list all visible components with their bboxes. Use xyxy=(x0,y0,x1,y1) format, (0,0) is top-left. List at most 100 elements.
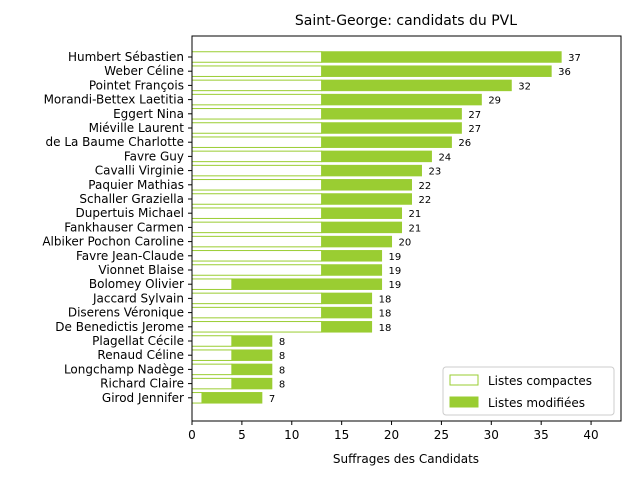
bar-compactes xyxy=(191,93,323,106)
bar-value-label: 8 xyxy=(279,365,285,376)
bar-modifiees xyxy=(321,179,412,191)
bar-value-label: 22 xyxy=(418,181,431,192)
bar-compactes xyxy=(191,377,233,390)
y-tick-label: Cavalli Virginie xyxy=(95,164,184,178)
chart-title: Saint-George: candidats du PVL xyxy=(295,13,517,29)
y-tick-label: de La Baume Charlotte xyxy=(46,135,185,149)
bar-compactes xyxy=(191,292,323,305)
bar-value-label: 19 xyxy=(389,280,402,291)
y-tick-label: Favre Jean-Claude xyxy=(76,249,184,263)
bar-value-label: 19 xyxy=(389,266,402,277)
bar-modifiees xyxy=(321,207,403,219)
x-axis-ticks: 0 5 10 15 20 25 30 35 40 xyxy=(188,421,599,442)
y-tick-label: Renaud Céline xyxy=(97,348,184,362)
bar-value-label: 8 xyxy=(279,337,285,348)
bar-compactes xyxy=(191,150,323,163)
bar-value-label: 37 xyxy=(568,53,581,64)
legend-swatch-compactes xyxy=(449,374,479,386)
bar-value-label: 24 xyxy=(438,152,451,163)
bar-compactes xyxy=(191,235,323,248)
bar-compactes xyxy=(191,193,323,205)
bar-compactes xyxy=(191,264,323,276)
y-tick-label: Weber Céline xyxy=(104,64,184,78)
x-tick-label: 30 xyxy=(484,428,499,442)
y-tick-label: Longchamp Nadège xyxy=(64,362,184,376)
y-tick-label: De Benedictis Jerome xyxy=(55,320,184,334)
bar-modifiees xyxy=(321,108,462,120)
bar-value-label: 27 xyxy=(468,124,481,135)
bar-compactes xyxy=(191,278,233,290)
bar-value-label: 21 xyxy=(409,223,422,234)
legend: Listes compactes Listes modifiées xyxy=(442,366,615,416)
bar-value-label: 23 xyxy=(428,167,441,178)
bar-value-label: 8 xyxy=(279,380,285,391)
bar-value-label: 18 xyxy=(379,309,392,320)
y-tick-label: Albiker Pochon Caroline xyxy=(42,235,184,249)
bar-value-label: 8 xyxy=(279,351,285,362)
y-tick-label: Jaccard Sylvain xyxy=(92,291,184,305)
bar-compactes xyxy=(191,136,323,148)
y-tick-label: Schaller Graziella xyxy=(79,192,184,206)
x-tick-label: 35 xyxy=(534,428,549,442)
bar-modifiees xyxy=(321,250,383,262)
y-tick-label: Eggert Nina xyxy=(113,107,184,121)
bar-modifiees xyxy=(321,264,383,276)
bar-modifiees xyxy=(321,51,562,63)
x-tick-label: 0 xyxy=(188,428,196,442)
y-tick-label: Miéville Laurent xyxy=(89,121,185,135)
legend-swatch-modifiees xyxy=(449,396,479,408)
bar-value-label: 26 xyxy=(458,138,471,149)
bar-compactes xyxy=(191,221,323,234)
bar-modifiees xyxy=(231,349,273,361)
bar-compactes xyxy=(191,306,323,319)
bar-value-label: 22 xyxy=(418,195,431,206)
bar-modifiees xyxy=(321,193,412,205)
bar-compactes xyxy=(191,164,323,177)
bar-compactes xyxy=(191,207,323,219)
x-tick-label: 25 xyxy=(434,428,449,442)
bar-compactes xyxy=(191,51,323,63)
x-tick-label: 20 xyxy=(384,428,399,442)
bars-layer xyxy=(191,51,562,404)
bar-value-label: 27 xyxy=(468,110,481,121)
y-tick-label: Pointet François xyxy=(89,78,184,92)
y-tick-label: Fankhauser Carmen xyxy=(64,220,184,234)
bar-modifiees xyxy=(321,122,462,134)
y-tick-label: Dupertuis Michael xyxy=(76,206,184,220)
y-tick-label: Favre Guy xyxy=(124,149,184,163)
x-tick-label: 40 xyxy=(583,428,598,442)
y-tick-label: Bolomey Olivier xyxy=(89,277,184,291)
y-tick-label: Diserens Véronique xyxy=(68,306,184,320)
value-labels-layer: 37 36 32 29 27 27 26 24 23 22 22 21 21 20 19 19 19 18 18 18… xyxy=(269,53,581,405)
bar-compactes xyxy=(191,108,323,120)
bar-modifiees xyxy=(321,150,432,163)
y-tick-label: Paquier Mathias xyxy=(88,178,184,192)
bar-modifiees xyxy=(321,321,373,333)
bar-compactes xyxy=(191,335,233,347)
bar-modifiees xyxy=(321,164,422,177)
y-tick-label: Vionnet Blaise xyxy=(98,263,184,277)
bar-compactes xyxy=(191,79,323,92)
legend-label-modifiees: Listes modifiées xyxy=(488,396,585,410)
bar-value-label: 18 xyxy=(379,294,392,305)
bar-modifiees xyxy=(201,392,263,404)
bar-modifiees xyxy=(231,278,383,290)
bar-value-label: 29 xyxy=(488,96,501,107)
y-tick-label: Humbert Sébastien xyxy=(68,50,184,64)
bar-compactes xyxy=(191,392,203,404)
bar-modifiees xyxy=(321,79,512,92)
plot-frame xyxy=(191,35,622,422)
legend-label-compactes: Listes compactes xyxy=(488,374,592,388)
bar-compactes xyxy=(191,349,233,361)
bar-modifiees xyxy=(321,235,393,248)
y-tick-label: Plagellat Cécile xyxy=(92,334,184,348)
bar-value-label: 36 xyxy=(558,67,571,78)
bar-compactes xyxy=(191,321,323,333)
y-tick-label: Richard Claire xyxy=(100,377,184,391)
bar-value-label: 19 xyxy=(389,252,402,263)
bar-value-label: 32 xyxy=(518,81,531,92)
bar-compactes xyxy=(191,363,233,376)
